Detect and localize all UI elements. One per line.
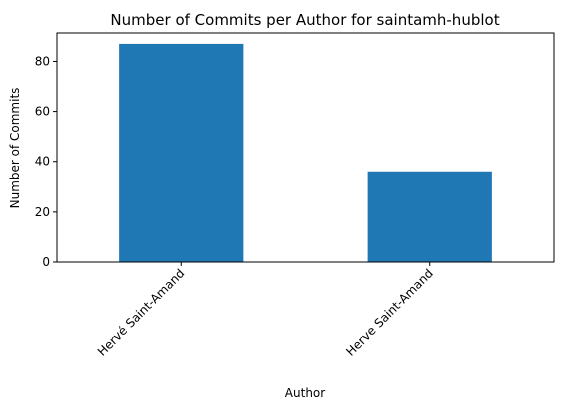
- plot-frame: [56, 32, 555, 263]
- y-tick-label-4: 80: [35, 54, 50, 68]
- y-tick-label-1: 20: [35, 205, 50, 219]
- chart-title: Number of Commits per Author for saintam…: [110, 11, 499, 29]
- bars-group: [119, 43, 492, 263]
- y-tick-label-3: 60: [35, 105, 50, 119]
- x-tick-label-0: Hervé Saint-Amand: [95, 266, 187, 358]
- y-axis-label: Number of Commits: [8, 88, 22, 209]
- x-tick-label-1: Herve Saint-Amand: [343, 266, 435, 358]
- y-axis-ticks: 0 20 40 60 80: [35, 54, 57, 269]
- x-axis-label: Author: [285, 386, 325, 400]
- y-tick-label-2: 40: [35, 155, 50, 169]
- x-axis-ticks: Hervé Saint-Amand Herve Saint-Amand: [95, 262, 436, 359]
- bar-0: [119, 43, 244, 263]
- y-tick-label-0: 0: [42, 255, 50, 269]
- bar-1: [367, 171, 492, 262]
